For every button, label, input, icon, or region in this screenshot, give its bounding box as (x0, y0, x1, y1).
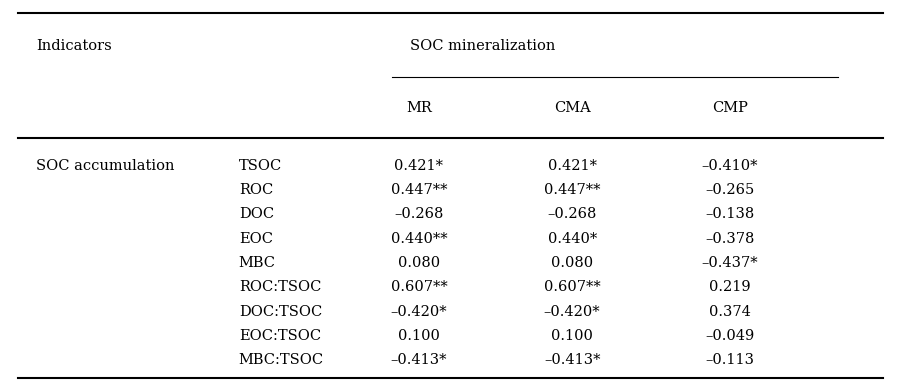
Text: –0.437*: –0.437* (702, 256, 758, 270)
Text: CMA: CMA (554, 101, 590, 115)
Text: 0.100: 0.100 (398, 329, 440, 343)
Text: –0.265: –0.265 (705, 183, 754, 197)
Text: 0.440**: 0.440** (391, 232, 447, 246)
Text: –0.268: –0.268 (548, 207, 596, 222)
Text: –0.413*: –0.413* (544, 353, 600, 367)
Text: 0.440*: 0.440* (548, 232, 596, 246)
Text: ROC:TSOC: ROC:TSOC (239, 280, 321, 295)
Text: 0.607**: 0.607** (391, 280, 447, 295)
Text: 0.421*: 0.421* (548, 159, 596, 173)
Text: 0.421*: 0.421* (395, 159, 443, 173)
Text: 0.607**: 0.607** (544, 280, 600, 295)
Text: MR: MR (406, 101, 432, 115)
Text: –0.420*: –0.420* (391, 305, 447, 319)
Text: MBC: MBC (239, 256, 276, 270)
Text: 0.100: 0.100 (551, 329, 593, 343)
Text: DOC:TSOC: DOC:TSOC (239, 305, 322, 319)
Text: –0.410*: –0.410* (702, 159, 758, 173)
Text: –0.113: –0.113 (705, 353, 754, 367)
Text: –0.138: –0.138 (705, 207, 754, 222)
Text: –0.420*: –0.420* (544, 305, 600, 319)
Text: CMP: CMP (712, 101, 748, 115)
Text: SOC accumulation: SOC accumulation (36, 159, 175, 173)
Text: 0.080: 0.080 (551, 256, 593, 270)
Text: –0.413*: –0.413* (391, 353, 447, 367)
Text: –0.378: –0.378 (705, 232, 754, 246)
Text: Indicators: Indicators (36, 39, 112, 53)
Text: 0.219: 0.219 (709, 280, 751, 295)
Text: 0.374: 0.374 (709, 305, 751, 319)
Text: 0.080: 0.080 (398, 256, 440, 270)
Text: –0.049: –0.049 (705, 329, 754, 343)
Text: ROC: ROC (239, 183, 273, 197)
Text: –0.268: –0.268 (395, 207, 443, 222)
Text: DOC: DOC (239, 207, 274, 222)
Text: EOC:TSOC: EOC:TSOC (239, 329, 321, 343)
Text: MBC:TSOC: MBC:TSOC (239, 353, 323, 367)
Text: 0.447**: 0.447** (391, 183, 447, 197)
Text: TSOC: TSOC (239, 159, 282, 173)
Text: SOC mineralization: SOC mineralization (410, 39, 555, 53)
Text: EOC: EOC (239, 232, 273, 246)
Text: 0.447**: 0.447** (544, 183, 600, 197)
